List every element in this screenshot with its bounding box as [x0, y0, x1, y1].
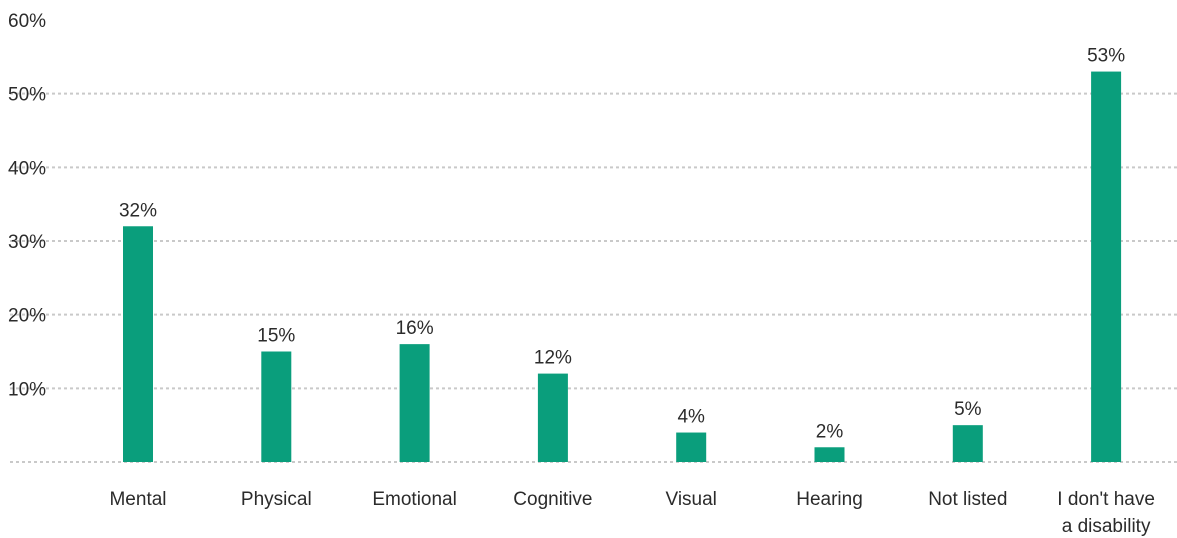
data-label: 53% — [1087, 46, 1125, 67]
bar — [1091, 71, 1122, 463]
y-tick-label: 10% — [8, 379, 46, 400]
y-tick-label: 20% — [8, 306, 46, 327]
gridlines — [10, 92, 1177, 463]
category-label: Hearing — [796, 489, 863, 510]
bars — [123, 71, 1122, 463]
data-label: 16% — [396, 318, 434, 339]
bar — [952, 425, 983, 462]
data-label: 5% — [954, 399, 982, 420]
data-label: 15% — [257, 326, 295, 347]
category-label: I don't have a disability — [1057, 489, 1155, 537]
bar — [123, 226, 153, 462]
bar — [261, 351, 292, 462]
y-tick-label: 50% — [8, 85, 46, 106]
y-tick-label: 30% — [8, 232, 46, 253]
category-label: Cognitive — [513, 489, 592, 510]
data-label: 32% — [119, 200, 157, 221]
category-label: Emotional — [372, 489, 457, 510]
y-tick-label: 60% — [8, 11, 46, 32]
data-label: 2% — [816, 421, 844, 442]
x-axis-categories: Mental Physical Emotional Cognitive Visual He… — [109, 489, 1154, 537]
category-label: Not listed — [928, 489, 1007, 510]
data-label: 12% — [534, 348, 572, 369]
y-tick-label: 40% — [8, 158, 46, 179]
category-label: Physical — [241, 489, 312, 510]
data-label: 4% — [677, 407, 705, 428]
bar — [814, 447, 845, 462]
bar — [537, 373, 568, 462]
category-label: Visual — [665, 489, 716, 510]
category-label: Mental — [109, 489, 166, 510]
data-labels: 32% 15% 16% 12% 4% 2% 5% 53% — [119, 46, 1125, 443]
y-axis-ticks: 10% 20% 30% 40% 50% 60% — [8, 11, 46, 400]
bar — [676, 432, 707, 462]
bar — [399, 344, 430, 462]
